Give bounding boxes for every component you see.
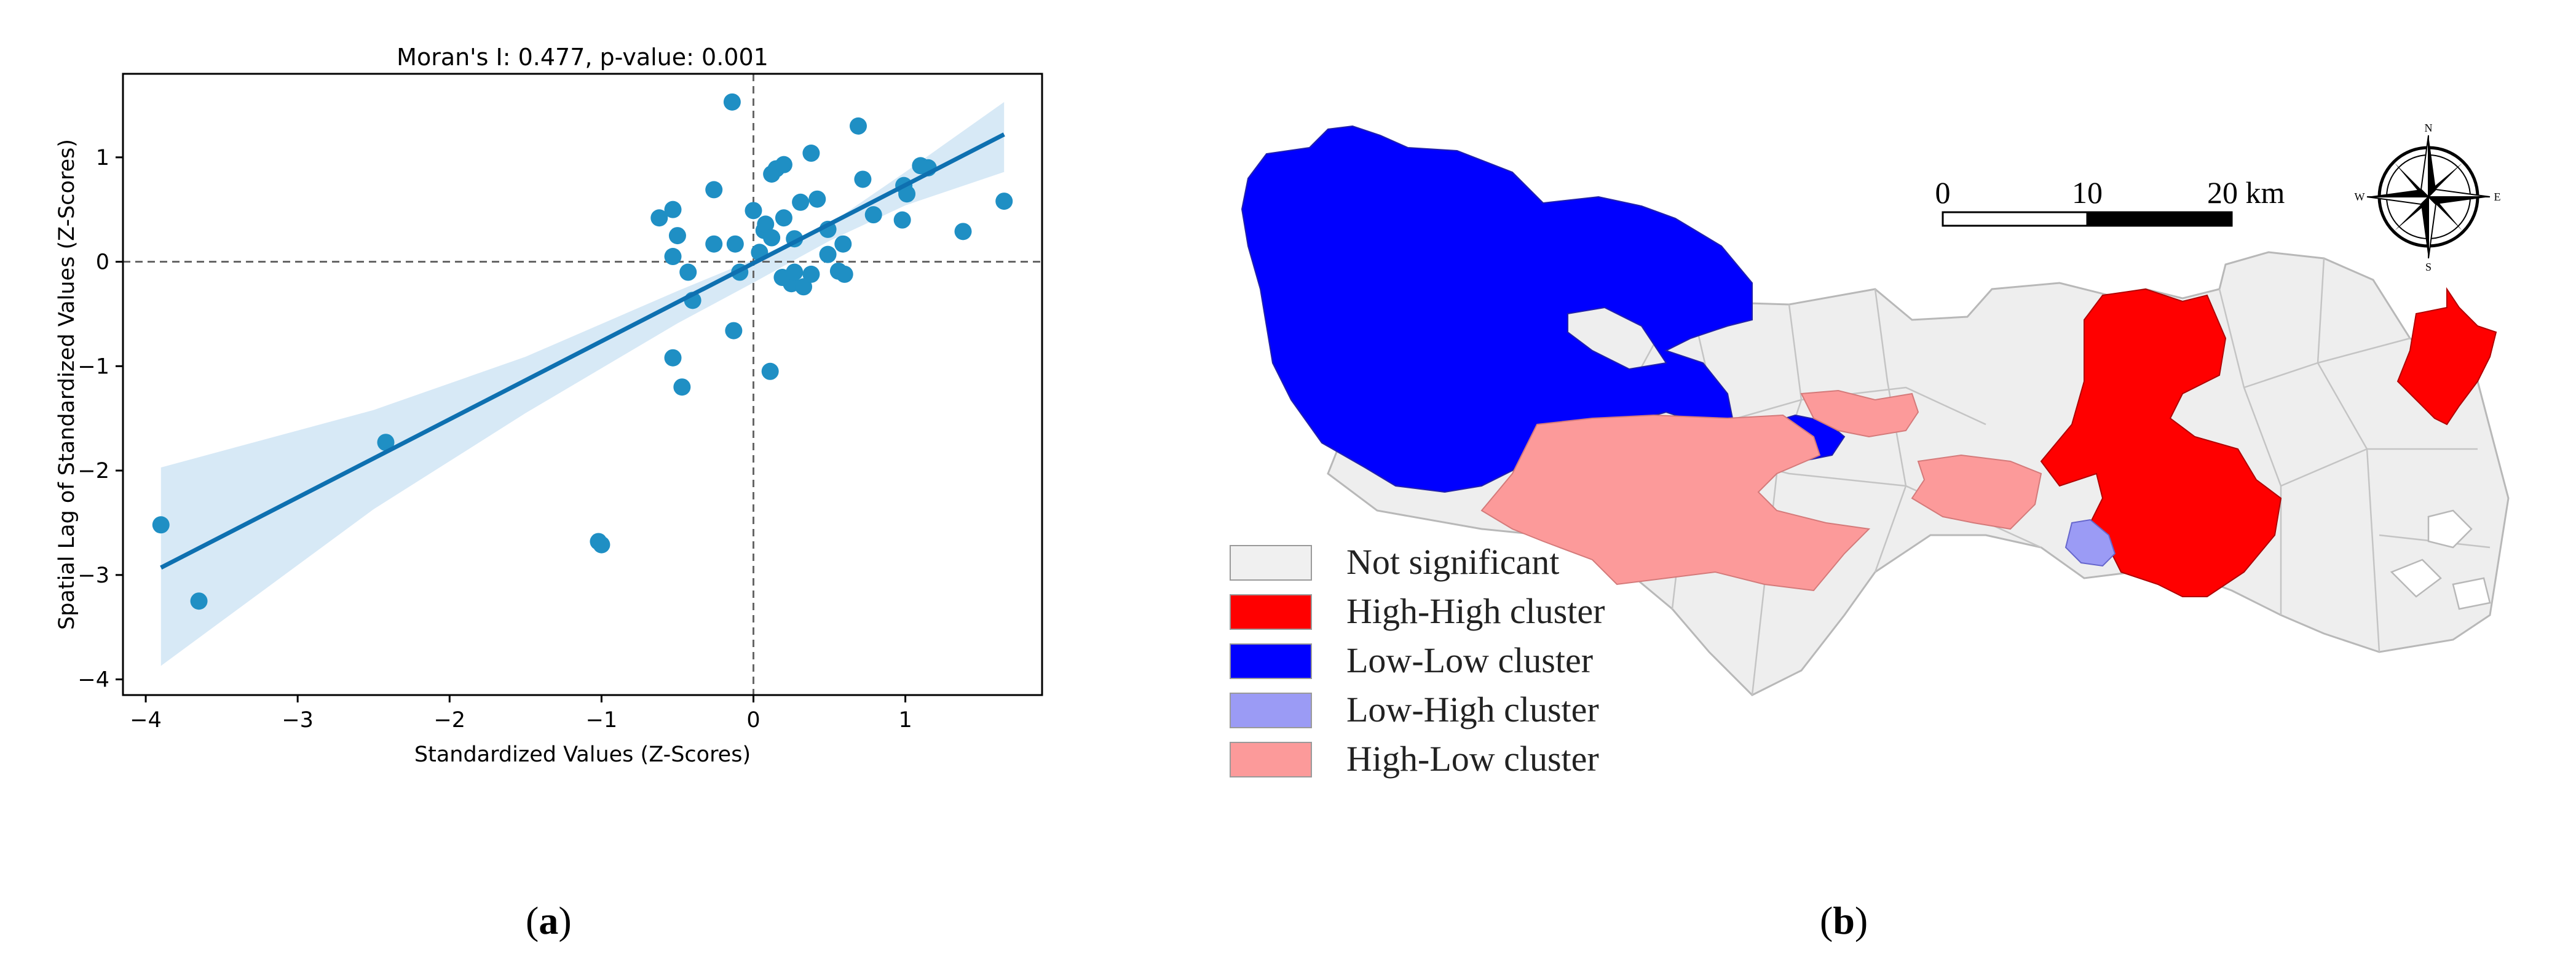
region-low-low-cluster xyxy=(1241,125,1753,493)
x-tick-label: −4 xyxy=(130,708,162,733)
confidence-band xyxy=(160,101,1005,666)
data-point xyxy=(836,265,853,283)
data-point xyxy=(726,235,744,253)
panel-letter-b: b xyxy=(1833,899,1855,942)
compass-north: N xyxy=(2425,122,2433,134)
x-tick-label: −2 xyxy=(433,708,465,733)
data-point xyxy=(679,263,697,281)
data-point xyxy=(664,248,682,266)
scale-label-20: 20 km xyxy=(2207,175,2285,210)
data-point xyxy=(954,223,972,241)
legend-label: High-Low cluster xyxy=(1346,739,1599,779)
data-point xyxy=(705,235,723,253)
data-point xyxy=(757,215,775,233)
y-tick-label: −1 xyxy=(77,354,109,379)
legend-swatch xyxy=(1230,594,1312,630)
data-point xyxy=(802,265,820,283)
chart-title: Moran's I: 0.477, p-value: 0.001 xyxy=(397,44,768,71)
data-point xyxy=(725,322,743,340)
compass-south: S xyxy=(2425,261,2432,273)
data-point xyxy=(995,193,1013,210)
data-point xyxy=(664,201,682,218)
y-tick-label: −4 xyxy=(77,668,109,693)
data-point xyxy=(152,516,170,534)
data-point xyxy=(850,117,867,135)
data-point xyxy=(761,362,779,380)
data-point xyxy=(775,209,792,227)
data-point xyxy=(763,229,781,247)
region-high-low-cluster-west xyxy=(1480,414,1871,592)
region-high-high-cluster-east xyxy=(2396,287,2497,426)
data-point xyxy=(673,378,691,396)
data-point xyxy=(723,93,741,111)
panel-label-a: (a) xyxy=(526,899,572,942)
axes-frame xyxy=(122,73,1043,696)
legend-label: Not significant xyxy=(1346,542,1560,582)
y-tick-label: 1 xyxy=(96,146,109,170)
region-high-low-cluster-east xyxy=(1911,454,2042,530)
moran-scatter-chart: −4 −3 −2 −1 0 1 −4 −3 −2 −1 0 1 Moran's I: 0.477, … xyxy=(55,44,1043,767)
data-point xyxy=(668,227,686,245)
compass-west: W xyxy=(2355,191,2365,203)
x-axis-label: Standardized Values (Z-Scores) xyxy=(414,742,751,767)
x-tick-label: −1 xyxy=(586,708,618,733)
legend-swatch xyxy=(1230,693,1312,728)
scale-bar: 0 10 20 km xyxy=(1935,175,2285,227)
regression-line xyxy=(160,132,1005,570)
legend-label: Low-High cluster xyxy=(1346,690,1599,729)
data-point xyxy=(377,434,395,451)
region-high-high-cluster-central xyxy=(2040,288,2282,597)
panel-label-b: (b) xyxy=(1820,899,1868,942)
data-point xyxy=(705,181,723,199)
data-point xyxy=(775,156,792,173)
data-point xyxy=(593,536,610,554)
legend-swatch xyxy=(1230,643,1312,679)
panel-letter-a: a xyxy=(539,899,559,942)
legend-swatch xyxy=(1230,742,1312,777)
x-tick-label: 1 xyxy=(898,708,912,733)
data-point xyxy=(795,278,813,296)
data-point xyxy=(864,206,882,224)
data-point xyxy=(786,263,804,281)
data-point xyxy=(664,349,682,367)
data-point xyxy=(819,245,837,263)
region-high-low-cluster-north xyxy=(1800,389,1919,438)
x-tick-label: −3 xyxy=(282,708,314,733)
x-tick-label: 0 xyxy=(746,708,760,733)
y-tick-label: 0 xyxy=(96,250,109,275)
data-point xyxy=(854,170,872,188)
data-point xyxy=(802,145,820,162)
data-point xyxy=(650,209,668,227)
legend-swatch xyxy=(1230,545,1312,581)
data-point xyxy=(190,592,208,610)
data-point xyxy=(808,190,826,208)
data-point xyxy=(898,185,916,203)
data-point xyxy=(792,193,810,211)
compass-east: E xyxy=(2494,191,2501,203)
y-tick-label: −2 xyxy=(77,459,109,483)
region-low-high-cluster xyxy=(2064,519,2116,567)
data-point xyxy=(834,235,852,253)
compass-rose-icon: N S E W xyxy=(2355,122,2501,273)
y-tick-label: −3 xyxy=(77,563,109,588)
scale-label-10: 10 xyxy=(2072,175,2103,210)
scale-label-0: 0 xyxy=(1935,175,1951,210)
legend-label: High-High cluster xyxy=(1346,591,1605,631)
y-axis-label: Spatial Lag of Standardized Values (Z-Sc… xyxy=(55,139,79,630)
lisa-cluster-map: 0 10 20 km N S E W xyxy=(1241,122,2510,696)
data-point xyxy=(893,211,911,229)
legend-label: Low-Low cluster xyxy=(1346,640,1594,680)
data-point xyxy=(745,202,762,220)
